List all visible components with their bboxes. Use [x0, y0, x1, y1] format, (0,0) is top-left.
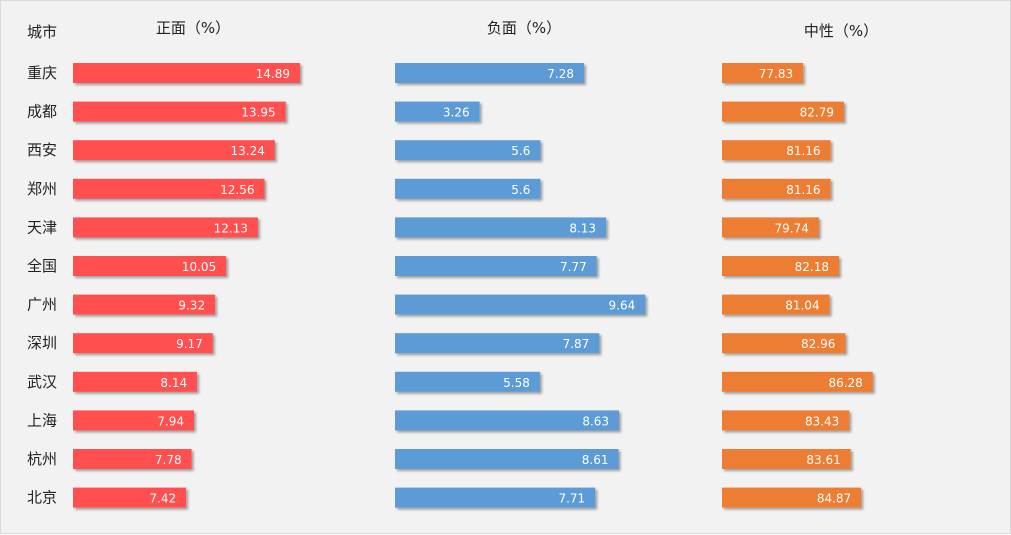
- bar-series-1: [395, 256, 597, 276]
- data-label: 7.87: [563, 337, 590, 351]
- bar-series-0: [73, 140, 275, 161]
- bar-series-2: [722, 140, 831, 161]
- bar-series-0: [73, 371, 198, 392]
- city-label: 西安: [27, 141, 57, 159]
- data-label: 9.32: [178, 299, 205, 313]
- data-label: 81.04: [785, 299, 819, 313]
- series-header-2: 中性（%）: [804, 22, 878, 40]
- bar-series-1: [395, 101, 480, 122]
- bar-series-2: [722, 217, 819, 238]
- data-label: 8.14: [160, 376, 187, 390]
- data-label: 81.16: [786, 144, 820, 158]
- bar-series-0: [73, 294, 216, 315]
- data-label: 82.18: [795, 260, 829, 274]
- bar-series-2: [722, 294, 830, 315]
- city-label: 成都: [27, 103, 57, 121]
- bar-series-0: [73, 449, 192, 469]
- data-label: 79.74: [774, 221, 808, 235]
- city-label: 北京: [27, 489, 57, 507]
- data-label: 9.64: [609, 299, 636, 313]
- data-label: 8.61: [582, 453, 609, 467]
- data-label: 83.61: [806, 453, 840, 467]
- bar-series-1: [395, 63, 584, 83]
- bar-series-1: [395, 294, 646, 315]
- data-label: 5.58: [503, 376, 530, 390]
- bar-series-1: [395, 333, 600, 354]
- city-label: 广州: [27, 296, 57, 314]
- data-label: 81.16: [786, 183, 820, 197]
- bar-series-0: [73, 333, 213, 354]
- data-label: 7.78: [155, 453, 182, 467]
- city-label: 郑州: [27, 180, 57, 198]
- bar-series-0: [73, 101, 286, 122]
- bar-series-2: [722, 333, 846, 354]
- bar-series-2: [722, 449, 851, 469]
- data-label: 82.79: [800, 106, 834, 120]
- bar-series-1: [395, 178, 541, 199]
- data-label: 12.56: [220, 183, 254, 197]
- data-label: 5.6: [511, 144, 530, 158]
- city-label: 深圳: [27, 334, 57, 352]
- bar-series-1: [395, 140, 541, 161]
- bar-series-1: [395, 217, 607, 238]
- bar-series-2: [722, 371, 873, 392]
- bar-series-2: [722, 101, 844, 122]
- data-label: 84.87: [817, 492, 851, 506]
- city-label: 重庆: [27, 64, 57, 82]
- series-header-1: 负面（%）: [487, 19, 561, 37]
- city-label: 全国: [27, 257, 57, 275]
- bar-series-1: [395, 487, 596, 508]
- bar-series-0: [73, 256, 227, 276]
- data-label: 77.83: [759, 67, 793, 81]
- data-label: 8.13: [569, 221, 596, 235]
- data-label: 82.96: [801, 337, 835, 351]
- bar-series-0: [73, 178, 265, 199]
- data-label: 8.63: [582, 414, 609, 428]
- bar-series-1: [395, 410, 619, 431]
- data-label: 86.28: [828, 376, 862, 390]
- data-label: 13.24: [230, 144, 264, 158]
- data-label: 7.71: [558, 492, 585, 506]
- data-label: 7.42: [149, 492, 176, 506]
- category-header: 城市: [27, 23, 57, 41]
- bar-series-0: [73, 410, 194, 431]
- data-label: 9.17: [176, 337, 203, 351]
- data-label: 10.05: [182, 260, 216, 274]
- city-label: 天津: [27, 218, 57, 236]
- data-label: 7.77: [560, 260, 587, 274]
- bar-series-1: [395, 371, 540, 392]
- data-label: 83.43: [805, 414, 839, 428]
- bar-series-2: [722, 178, 831, 199]
- bar-series-2: [722, 63, 804, 83]
- city-label: 武汉: [27, 373, 57, 391]
- bar-series-2: [722, 487, 862, 508]
- series-header-0: 正面（%）: [156, 19, 230, 37]
- data-label: 14.89: [256, 67, 290, 81]
- city-label: 杭州: [27, 450, 57, 468]
- data-label: 7.28: [547, 67, 574, 81]
- bar-series-2: [722, 256, 839, 276]
- data-label: 3.26: [443, 106, 470, 120]
- bar-series-0: [73, 487, 187, 508]
- bar-series-2: [722, 410, 850, 431]
- bar-series-1: [395, 449, 619, 469]
- bar-series-0: [73, 217, 258, 238]
- city-label: 上海: [27, 411, 57, 429]
- bar-series-0: [73, 63, 300, 83]
- data-label: 7.94: [157, 414, 184, 428]
- data-label: 13.95: [241, 106, 275, 120]
- data-label: 5.6: [511, 183, 530, 197]
- data-label: 12.13: [214, 221, 248, 235]
